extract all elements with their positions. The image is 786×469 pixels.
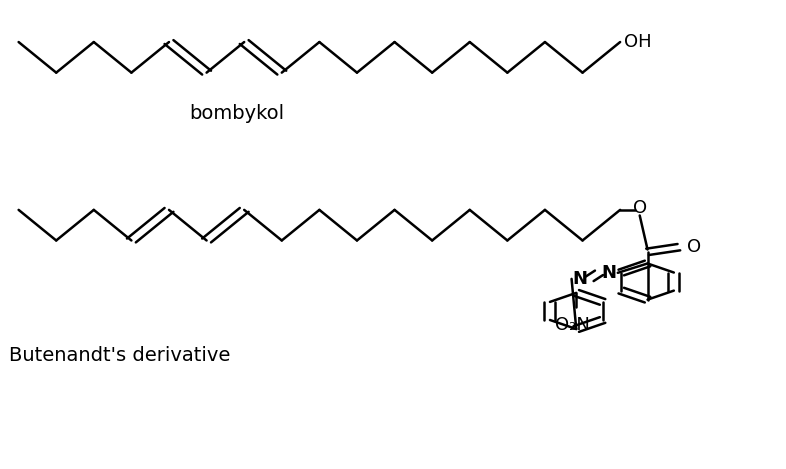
Text: O: O [633,198,647,217]
Text: N: N [573,270,588,288]
Text: O₂N: O₂N [555,316,590,334]
Text: Butenandt's derivative: Butenandt's derivative [9,346,230,365]
Text: N: N [601,264,616,282]
Text: OH: OH [624,33,652,51]
Text: bombykol: bombykol [189,104,284,123]
Text: O: O [687,238,701,256]
